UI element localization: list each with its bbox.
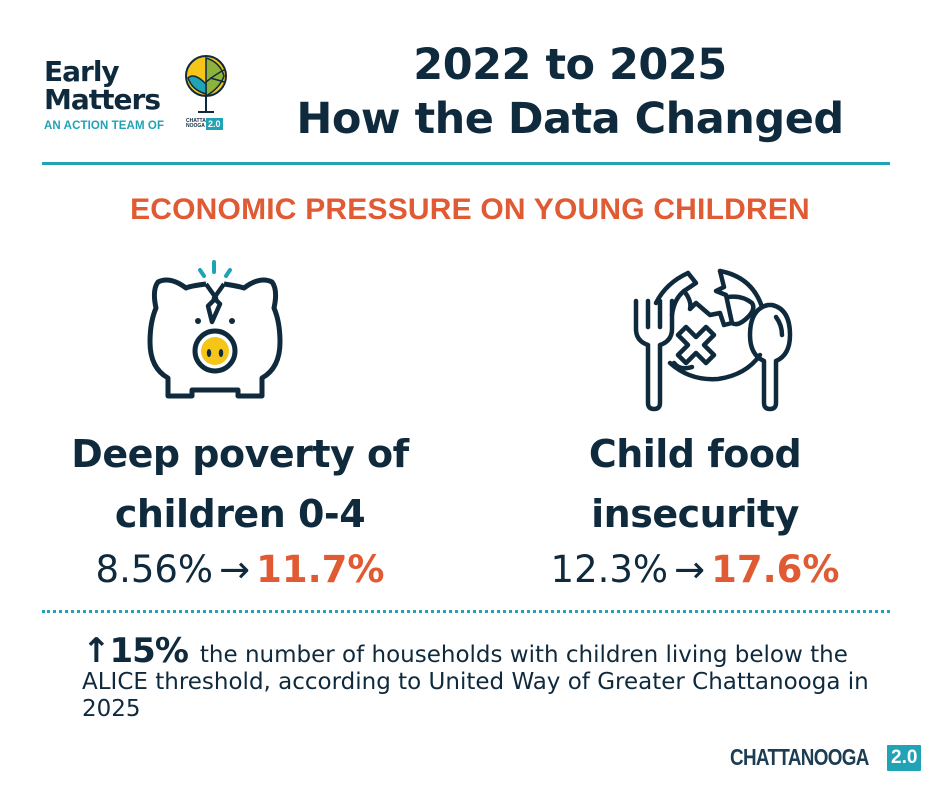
stat-values: 8.56% → 11.7% [40, 546, 440, 594]
footnote-value: 15% [109, 631, 189, 671]
stat-label-line1: Deep poverty of [71, 432, 409, 476]
brand-badge: 2.0 [887, 744, 922, 771]
stat-deep-poverty: Deep poverty of children 0-4 8.56% → 11.7% [40, 424, 440, 594]
stat-label-line2: insecurity [591, 492, 799, 536]
alice-footnote: ↑15% the number of households with childr… [82, 634, 882, 723]
title-line-years: 2022 to 2025 [413, 40, 727, 90]
stat-values: 12.3% → 17.6% [510, 546, 880, 594]
stat-label-line1: Child food [588, 432, 802, 476]
logo-word-matters: Matters [44, 83, 161, 116]
stat-value-2025: 11.7% [256, 548, 385, 591]
mini-logo-badge: 2.0 [206, 118, 223, 130]
stat-value-2022: 12.3% [550, 548, 669, 591]
stat-label: Deep poverty of children 0-4 [40, 424, 440, 544]
dotted-divider [42, 610, 890, 613]
chattanooga-mini-logo: CHATTA NOOGA 2.0 [186, 118, 223, 130]
logo-word-early: Early [44, 55, 120, 88]
early-matters-logo: Early Matters AN ACTION TEAM OF CHATTA N… [40, 54, 240, 144]
brand-name: CHATTANOOGA [730, 744, 869, 770]
header-divider [42, 162, 890, 165]
stat-value-2025: 17.6% [711, 548, 840, 591]
stat-label: Child food insecurity [510, 424, 880, 544]
page-title: 2022 to 2025 How the Data Changed [240, 38, 900, 146]
stat-food-insecurity: Child food insecurity 12.3% → 17.6% [510, 424, 880, 594]
section-heading: ECONOMIC PRESSURE ON YOUNG CHILDREN [130, 193, 810, 226]
right-arrow-icon: → [219, 548, 251, 591]
stat-label-line2: children 0-4 [114, 492, 366, 536]
footnote-stat: ↑15% [82, 631, 189, 671]
broken-piggy-bank-icon [147, 260, 283, 399]
mini-logo-text: CHATTA NOOGA [186, 117, 206, 129]
stat-value-2022: 8.56% [95, 548, 214, 591]
logo-subtitle: AN ACTION TEAM OF [44, 120, 165, 132]
chattanooga-2-0-logo: CHATTANOOGA 2.0 [730, 744, 922, 771]
broken-plate-utensils-icon [633, 268, 793, 412]
footnote-text: the number of households with children l… [82, 642, 869, 722]
up-arrow-icon: ↑ [82, 631, 110, 671]
right-arrow-icon: → [674, 548, 706, 591]
tree-icon [185, 55, 227, 113]
title-line-subtitle: How the Data Changed [296, 94, 844, 144]
